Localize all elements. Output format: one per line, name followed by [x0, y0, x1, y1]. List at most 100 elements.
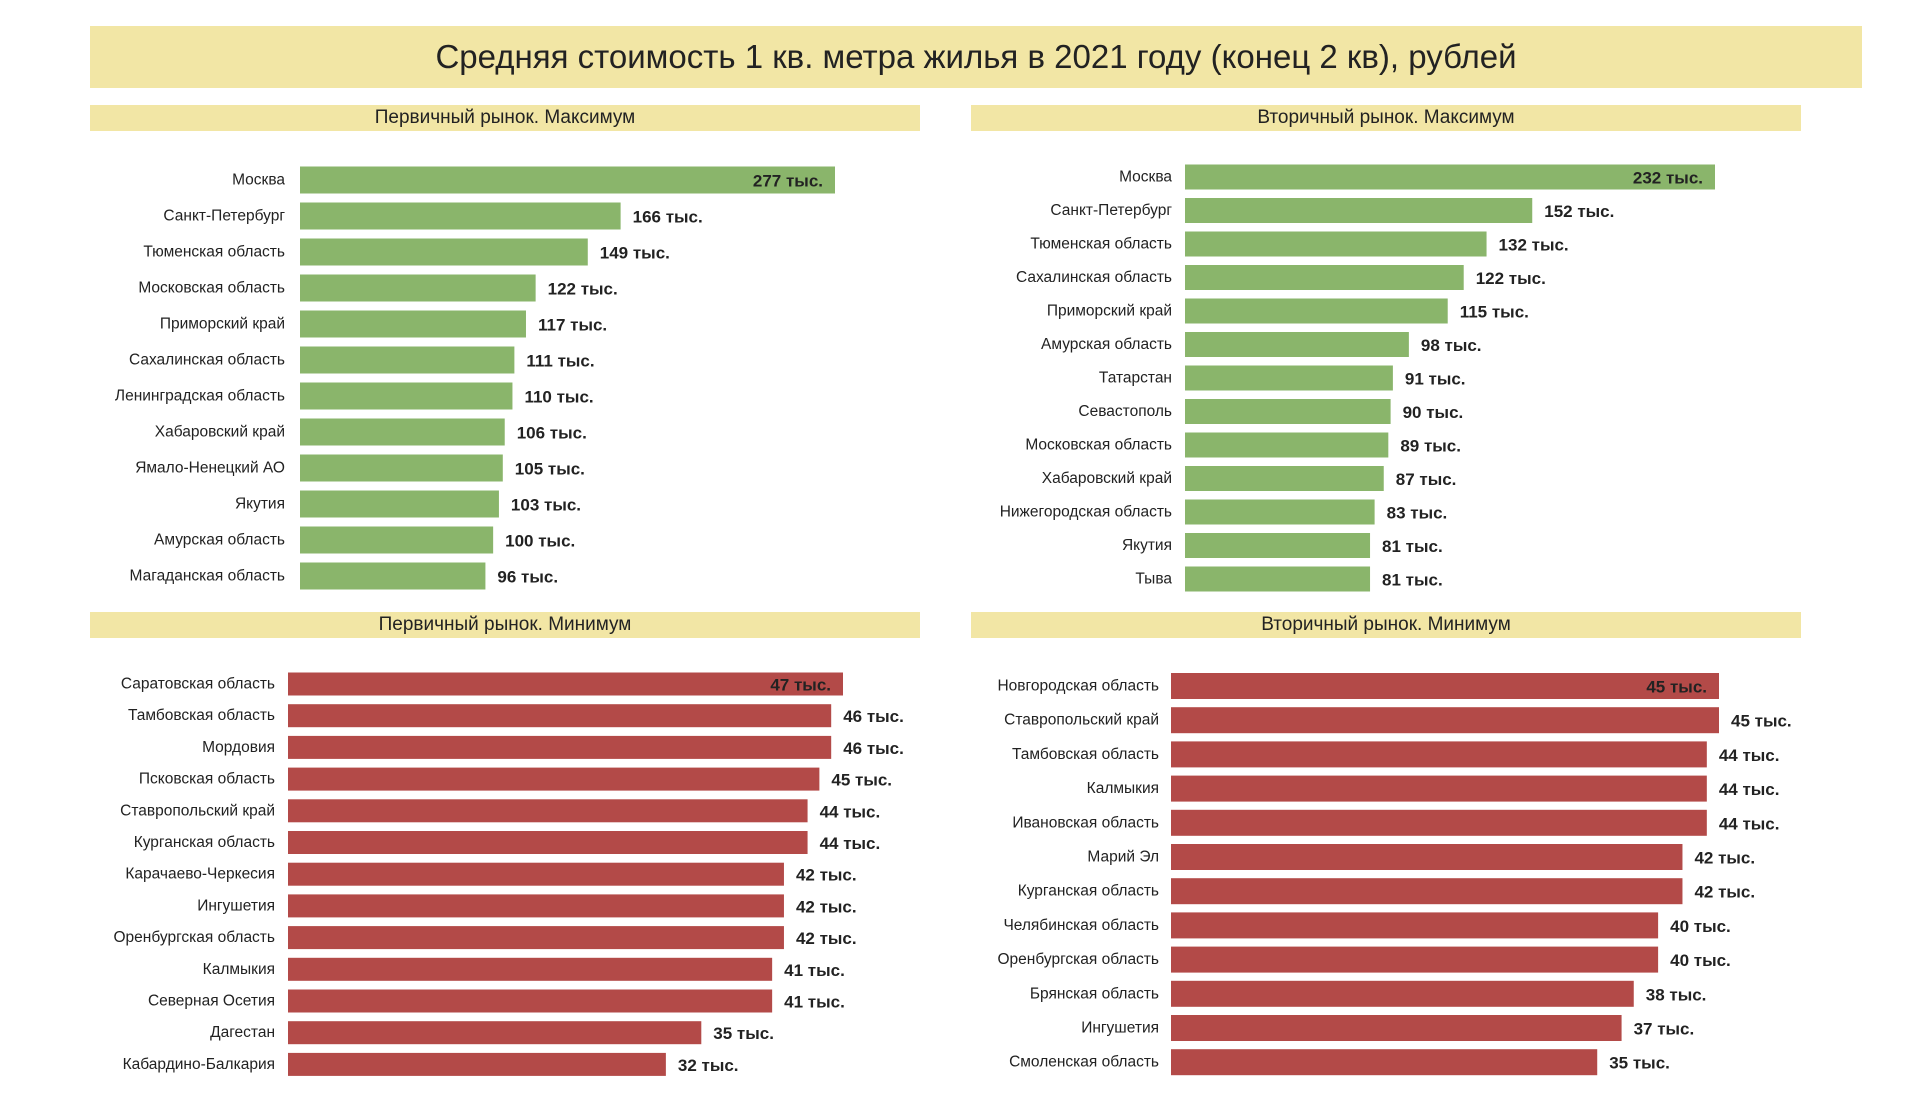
category-label: Московская область — [1025, 437, 1172, 454]
bar-secondary-min-3 — [1171, 775, 1707, 802]
category-label: Челябинская область — [1003, 917, 1159, 934]
value-label: 117 тыс. — [538, 316, 607, 335]
bar-primary-min-1 — [288, 704, 832, 728]
bar-chart-primary-max: Москва 277 тыс. Санкт-Петербург 166 тыс. Тюм… — [115, 166, 835, 590]
value-label: 32 тыс. — [678, 1056, 739, 1075]
bar-primary-min-12 — [288, 1052, 666, 1076]
category-label: Хабаровский край — [155, 424, 285, 441]
category-label: Ленинградская область — [115, 388, 285, 405]
bar-secondary-min-4 — [1171, 809, 1707, 836]
bar-primary-min-8 — [288, 926, 784, 950]
panel-title-secondary-min: Вторичный рынок. Минимум — [971, 612, 1801, 638]
category-label: Оренбургская область — [998, 951, 1160, 968]
bar-primary-max-5 — [300, 346, 515, 374]
value-label: 166 тыс. — [633, 208, 703, 227]
category-label: Якутия — [235, 496, 285, 513]
category-label: Саратовская область — [121, 676, 275, 693]
bar-secondary-max-5 — [1185, 332, 1409, 357]
panel-title-secondary-max: Вторичный рынок. Максимум — [971, 105, 1801, 131]
bar-secondary-max-7 — [1185, 399, 1391, 424]
category-label: Новгородская область — [997, 678, 1159, 695]
category-label: Санкт-Петербург — [1050, 202, 1172, 219]
bar-secondary-min-2 — [1171, 741, 1707, 768]
bar-secondary-max-2 — [1185, 231, 1487, 257]
bar-primary-max-9 — [300, 490, 499, 518]
value-label: 132 тыс. — [1499, 236, 1569, 255]
category-label: Оренбургская область — [114, 929, 276, 946]
bar-primary-max-3 — [300, 274, 536, 302]
category-label: Ингушетия — [197, 897, 275, 914]
value-label: 83 тыс. — [1387, 504, 1448, 523]
category-label: Тамбовская область — [1012, 746, 1159, 763]
bar-secondary-max-10 — [1185, 499, 1375, 525]
value-label: 111 тыс. — [526, 352, 594, 371]
value-label: 42 тыс. — [1694, 849, 1755, 868]
category-label: Тюменская область — [143, 244, 285, 261]
bar-secondary-max-3 — [1185, 265, 1464, 290]
category-label: Амурская область — [1041, 336, 1172, 353]
value-label: 44 тыс. — [820, 802, 881, 821]
bar-primary-min-5 — [288, 831, 808, 854]
bar-primary-min-11 — [288, 1021, 702, 1045]
value-label: 46 тыс. — [843, 739, 904, 758]
bar-primary-max-2 — [300, 238, 588, 266]
value-label: 46 тыс. — [843, 707, 904, 726]
value-label: 87 тыс. — [1396, 470, 1457, 489]
bar-secondary-min-0 — [1171, 673, 1719, 699]
category-label: Ингушетия — [1081, 1020, 1159, 1037]
value-label: 35 тыс. — [713, 1024, 774, 1043]
category-label: Нижегородская область — [1000, 504, 1172, 521]
value-label: 42 тыс. — [796, 897, 857, 916]
value-label: 106 тыс. — [517, 424, 587, 443]
category-label: Тюменская область — [1030, 236, 1172, 253]
value-label: 110 тыс. — [524, 388, 593, 407]
bar-secondary-max-12 — [1185, 566, 1371, 592]
category-label: Магаданская область — [130, 568, 285, 585]
bar-secondary-min-8 — [1171, 946, 1659, 973]
bar-primary-max-0 — [300, 166, 835, 194]
bar-primary-min-6 — [288, 862, 784, 886]
value-label: 41 тыс. — [784, 961, 845, 980]
bar-secondary-min-10 — [1171, 1015, 1622, 1041]
category-label: Ставропольский край — [120, 802, 275, 819]
category-label: Псковская область — [139, 771, 275, 788]
category-label: Северная Осетия — [148, 993, 275, 1010]
value-label: 44 тыс. — [1719, 746, 1780, 765]
category-label: Кабардино-Балкария — [123, 1056, 275, 1073]
chart-title: Средняя стоимость 1 кв. метра жилья в 20… — [90, 26, 1862, 88]
bar-primary-min-4 — [288, 799, 808, 823]
value-label: 103 тыс. — [511, 496, 581, 515]
bar-secondary-max-11 — [1185, 533, 1371, 558]
category-label: Калмыкия — [1087, 780, 1159, 797]
value-label: 115 тыс. — [1460, 303, 1529, 322]
bar-secondary-max-0 — [1185, 164, 1715, 190]
bar-chart-secondary-min: Новгородская область 45 тыс. Ставропольски… — [997, 673, 1792, 1076]
category-label: Тыва — [1135, 571, 1172, 588]
bar-primary-max-4 — [300, 310, 526, 338]
category-label: Амурская область — [154, 532, 285, 549]
value-label: 45 тыс. — [1731, 712, 1792, 731]
value-label: 277 тыс. — [753, 172, 823, 191]
bar-secondary-min-6 — [1171, 878, 1683, 905]
bar-secondary-min-1 — [1171, 707, 1719, 734]
panel-primary-min: Первичный рынок. Минимум Саратовская обл… — [90, 612, 920, 1095]
value-label: 91 тыс. — [1405, 370, 1466, 389]
value-label: 44 тыс. — [1719, 814, 1780, 833]
value-label: 100 тыс. — [505, 532, 575, 551]
category-label: Тамбовская область — [128, 707, 275, 724]
bar-secondary-min-11 — [1171, 1049, 1598, 1076]
bar-chart-secondary-max: Москва 232 тыс. Санкт-Петербург 152 тыс. Тюм… — [1000, 164, 1715, 592]
category-label: Татарстан — [1099, 370, 1172, 387]
category-label: Смоленская область — [1009, 1054, 1159, 1071]
category-label: Москва — [1119, 169, 1172, 186]
bar-primary-max-7 — [300, 418, 505, 446]
category-label: Марий Эл — [1087, 849, 1159, 866]
category-label: Санкт-Петербург — [163, 208, 285, 225]
value-label: 47 тыс. — [770, 676, 831, 695]
bar-primary-min-0 — [288, 672, 843, 696]
bar-secondary-max-9 — [1185, 466, 1384, 491]
value-label: 81 тыс. — [1382, 537, 1443, 556]
category-label: Калмыкия — [203, 961, 275, 978]
bar-secondary-max-1 — [1185, 198, 1533, 223]
panel-title-primary-min: Первичный рынок. Минимум — [90, 612, 920, 638]
